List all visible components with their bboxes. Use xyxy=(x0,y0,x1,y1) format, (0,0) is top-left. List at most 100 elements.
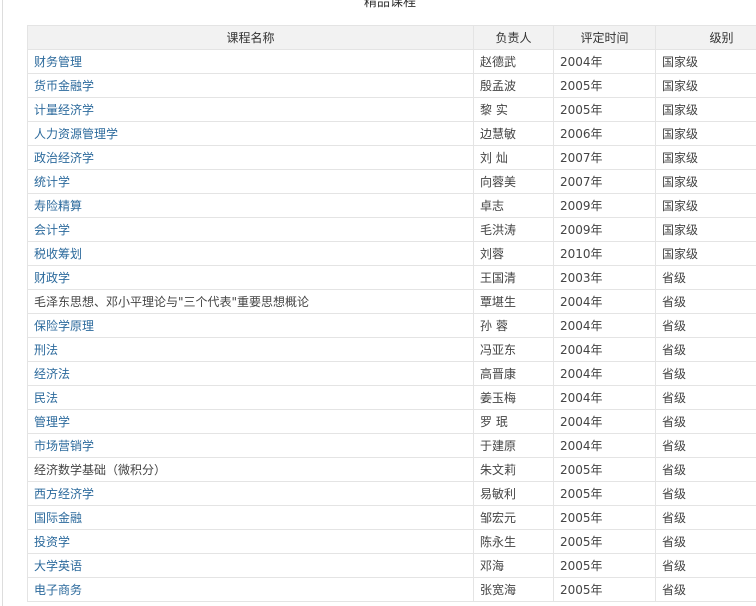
course-link[interactable]: 保险学原理 xyxy=(27,313,474,338)
course-link[interactable]: 市场营销学 xyxy=(27,433,474,458)
course-year: 2005年 xyxy=(553,481,656,506)
course-level: 国家级 xyxy=(655,49,756,74)
course-level: 省级 xyxy=(655,337,756,362)
table-row: 财务管理 赵德武 2004年 国家级 xyxy=(27,49,756,74)
course-year: 2004年 xyxy=(553,409,656,434)
course-table: 课程名称 负责人 评定时间 级别 财务管理 赵德武 2004年 国家级 货币金融学 殷孟波… xyxy=(27,25,756,602)
table-row: 电子商务 张宽海 2005年 省级 xyxy=(27,577,756,602)
course-level: 省级 xyxy=(655,265,756,290)
table-row: 政治经济学刘 灿 2007年 国家级 xyxy=(27,145,756,170)
course-lead: 毛洪涛 xyxy=(473,217,554,242)
course-link[interactable]: 寿险精算 xyxy=(27,193,474,218)
course-level: 省级 xyxy=(655,361,756,386)
course-year: 2004年 xyxy=(553,385,656,410)
course-level: 省级 xyxy=(655,577,756,602)
course-lead: 姜玉梅 xyxy=(473,385,554,410)
table-row: 寿险精算 卓志 2009年 国家级 xyxy=(27,193,756,218)
course-lead: 罗 珉 xyxy=(473,409,554,434)
course-lead: 张宽海 xyxy=(473,577,554,602)
course-link[interactable]: 西方经济学 xyxy=(27,481,474,506)
course-link[interactable]: 大学英语 xyxy=(27,553,474,578)
course-link[interactable]: 政治经济学 xyxy=(27,145,474,170)
course-lead: 向蓉美 xyxy=(473,169,554,194)
course-level: 国家级 xyxy=(655,73,756,98)
course-year: 2010年 xyxy=(553,241,656,266)
course-year: 2005年 xyxy=(553,97,656,122)
course-year: 2004年 xyxy=(553,337,656,362)
course-level: 省级 xyxy=(655,385,756,410)
course-year: 2004年 xyxy=(553,361,656,386)
course-lead: 邹宏元 xyxy=(473,505,554,530)
table-row: 毛泽东思想、邓小平理论与"三个代表"重要思想概论 覃堪生 2004年 省级 xyxy=(27,289,756,314)
course-link[interactable]: 统计学 xyxy=(27,169,474,194)
course-link[interactable]: 民法 xyxy=(27,385,474,410)
course-level: 省级 xyxy=(655,505,756,530)
course-year: 2004年 xyxy=(553,289,656,314)
course-level: 国家级 xyxy=(655,193,756,218)
course-lead: 王国清 xyxy=(473,265,554,290)
course-link[interactable]: 经济法 xyxy=(27,361,474,386)
table-row: 人力资源管理学 边慧敏 2006年 国家级 xyxy=(27,121,756,146)
course-lead: 朱文莉 xyxy=(473,457,554,482)
course-lead: 卓志 xyxy=(473,193,554,218)
table-row: 会计学 毛洪涛 2009年 国家级 xyxy=(27,217,756,242)
course-link[interactable]: 财务管理 xyxy=(27,49,474,74)
course-year: 2005年 xyxy=(553,529,656,554)
table-row: 财政学 王国清 2003年 省级 xyxy=(27,265,756,290)
course-level: 省级 xyxy=(655,289,756,314)
course-lead: 黎 实 xyxy=(473,97,554,122)
course-link[interactable]: 管理学 xyxy=(27,409,474,434)
course-lead: 赵德武 xyxy=(473,49,554,74)
course-link[interactable]: 会计学 xyxy=(27,217,474,242)
course-level: 国家级 xyxy=(655,241,756,266)
table-row: 市场营销学 于建原 2004年 省级 xyxy=(27,433,756,458)
course-level: 省级 xyxy=(655,529,756,554)
table-row: 经济法 高晋康 2004年 省级 xyxy=(27,361,756,386)
course-year: 2004年 xyxy=(553,49,656,74)
course-year: 2005年 xyxy=(553,73,656,98)
table-row: 刑法 冯亚东 2004年 省级 xyxy=(27,337,756,362)
course-link[interactable]: 投资学 xyxy=(27,529,474,554)
course-lead: 殷孟波 xyxy=(473,73,554,98)
course-link[interactable]: 税收筹划 xyxy=(27,241,474,266)
table-row: 管理学罗 珉 2004年 省级 xyxy=(27,409,756,434)
header-lead: 负责人 xyxy=(473,25,554,50)
header-course-name: 课程名称 xyxy=(27,25,474,50)
course-level: 省级 xyxy=(655,409,756,434)
table-row: 西方经济学 易敏利 2005年 省级 xyxy=(27,481,756,506)
table-row: 大学英语 邓海 2005年 省级 xyxy=(27,553,756,578)
course-link[interactable]: 计量经济学 xyxy=(27,97,474,122)
header-year: 评定时间 xyxy=(553,25,656,50)
course-year: 2005年 xyxy=(553,505,656,530)
course-level: 国家级 xyxy=(655,169,756,194)
course-link[interactable]: 货币金融学 xyxy=(27,73,474,98)
page-title: 精品课程 xyxy=(363,0,416,10)
course-year: 2005年 xyxy=(553,577,656,602)
course-year: 2006年 xyxy=(553,121,656,146)
course-lead: 易敏利 xyxy=(473,481,554,506)
table-row: 国际金融 邹宏元 2005年 省级 xyxy=(27,505,756,530)
header-level: 级别 xyxy=(655,25,756,50)
table-row: 保险学原理孙 蓉 2004年 省级 xyxy=(27,313,756,338)
course-lead: 于建原 xyxy=(473,433,554,458)
table-row: 税收筹划 刘蓉 2010年 国家级 xyxy=(27,241,756,266)
course-link[interactable]: 刑法 xyxy=(27,337,474,362)
table-row: 民法 姜玉梅 2004年 省级 xyxy=(27,385,756,410)
course-level: 省级 xyxy=(655,457,756,482)
course-level: 国家级 xyxy=(655,217,756,242)
course-year: 2005年 xyxy=(553,457,656,482)
course-link[interactable]: 电子商务 xyxy=(27,577,474,602)
course-lead: 孙 蓉 xyxy=(473,313,554,338)
course-level: 省级 xyxy=(655,553,756,578)
course-level: 国家级 xyxy=(655,145,756,170)
table-row: 统计学 向蓉美 2007年 国家级 xyxy=(27,169,756,194)
course-year: 2007年 xyxy=(553,169,656,194)
course-link[interactable]: 国际金融 xyxy=(27,505,474,530)
table-row: 经济数学基础（微积分） 朱文莉 2005年 省级 xyxy=(27,457,756,482)
course-link[interactable]: 财政学 xyxy=(27,265,474,290)
left-border xyxy=(2,0,3,606)
course-name: 毛泽东思想、邓小平理论与"三个代表"重要思想概论 xyxy=(27,289,474,314)
course-link[interactable]: 人力资源管理学 xyxy=(27,121,474,146)
course-year: 2005年 xyxy=(553,553,656,578)
course-lead: 陈永生 xyxy=(473,529,554,554)
